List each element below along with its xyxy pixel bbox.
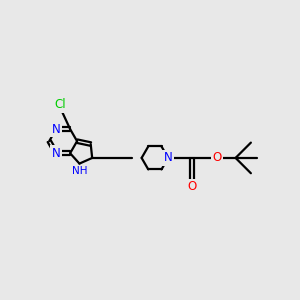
Text: Cl: Cl	[55, 98, 67, 111]
Text: N: N	[52, 123, 61, 136]
Text: N: N	[52, 147, 61, 160]
Text: O: O	[188, 180, 197, 193]
Text: NH: NH	[72, 166, 88, 176]
Text: O: O	[212, 152, 222, 164]
Text: N: N	[164, 152, 172, 164]
